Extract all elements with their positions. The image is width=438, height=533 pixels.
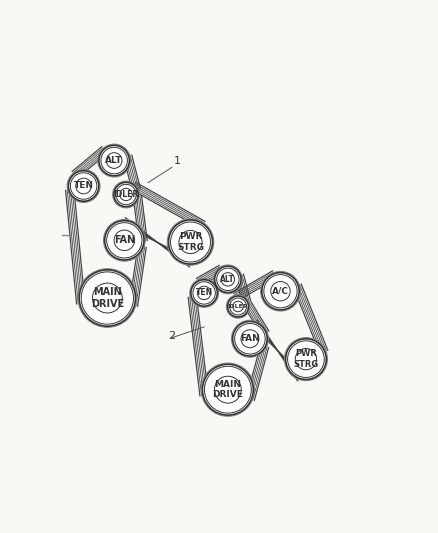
Circle shape	[201, 363, 254, 416]
Circle shape	[286, 339, 326, 379]
Text: PWR
STRG: PWR STRG	[177, 232, 204, 252]
Circle shape	[191, 280, 217, 306]
Circle shape	[99, 146, 130, 176]
Circle shape	[113, 181, 139, 208]
Circle shape	[214, 265, 242, 294]
Text: ALT: ALT	[106, 156, 123, 165]
Circle shape	[202, 364, 253, 415]
Circle shape	[167, 219, 214, 265]
Text: 1: 1	[173, 156, 180, 166]
Circle shape	[262, 272, 299, 310]
Circle shape	[261, 271, 300, 311]
Text: FAN: FAN	[114, 235, 135, 245]
Circle shape	[68, 171, 99, 201]
Circle shape	[232, 320, 268, 357]
Text: PWR
STRG: PWR STRG	[293, 350, 318, 369]
Circle shape	[169, 220, 212, 264]
Text: ALT: ALT	[220, 275, 235, 284]
Circle shape	[105, 221, 144, 260]
Circle shape	[215, 266, 241, 293]
Circle shape	[114, 182, 138, 207]
Text: 2: 2	[169, 331, 176, 341]
Circle shape	[285, 338, 327, 381]
Circle shape	[226, 295, 250, 318]
Circle shape	[227, 296, 249, 317]
Circle shape	[190, 279, 219, 307]
Circle shape	[79, 270, 135, 326]
Text: IDLER: IDLER	[113, 190, 139, 199]
Circle shape	[233, 321, 267, 356]
Text: MAIN
DRIVE: MAIN DRIVE	[212, 380, 243, 399]
Text: FAN: FAN	[240, 334, 260, 343]
Text: TEN: TEN	[74, 182, 94, 190]
Text: IDLER: IDLER	[228, 304, 248, 309]
Text: TEN: TEN	[195, 288, 213, 297]
Circle shape	[98, 144, 131, 177]
Circle shape	[78, 269, 137, 327]
Circle shape	[67, 169, 100, 203]
Text: A/C: A/C	[272, 287, 289, 296]
Circle shape	[104, 220, 145, 261]
Text: MAIN
DRIVE: MAIN DRIVE	[91, 287, 124, 309]
